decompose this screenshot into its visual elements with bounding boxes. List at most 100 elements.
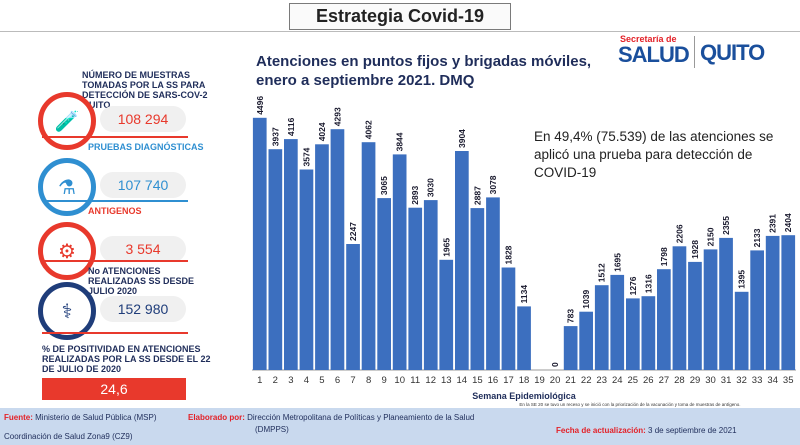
- data-label: 1395: [737, 270, 747, 289]
- data-label: 3904: [457, 129, 467, 148]
- bar-week-22: [579, 311, 593, 370]
- salud-quito-logo: Secretaría de SALUD QUITO: [612, 32, 772, 72]
- data-label: 4024: [317, 122, 327, 141]
- data-label: 4293: [333, 107, 343, 126]
- data-label: 2247: [348, 222, 358, 241]
- data-label: 2133: [752, 228, 762, 247]
- logo-separator: [694, 36, 695, 68]
- x-tick-label: 14: [457, 375, 468, 386]
- doctor-patient-icon: ⚕: [38, 282, 96, 340]
- kpi-value: 3 554: [100, 236, 186, 262]
- data-label: 1039: [581, 290, 591, 309]
- data-label: 2893: [410, 186, 420, 205]
- bar-week-33: [750, 250, 764, 370]
- bar-week-31: [719, 237, 733, 370]
- data-label: 3574: [301, 147, 311, 166]
- data-label: 4116: [286, 117, 296, 136]
- x-tick-label: 20: [550, 375, 561, 386]
- bar-week-7: [346, 244, 360, 370]
- data-label: 3937: [270, 127, 280, 146]
- data-label: 2355: [721, 216, 731, 235]
- bar-week-27: [657, 269, 671, 370]
- footer-elaborado-value: Dirección Metropolitana de Políticas y P…: [247, 413, 475, 422]
- x-tick-label: 12: [425, 375, 436, 386]
- data-label: 783: [566, 309, 576, 323]
- x-tick-label: 24: [612, 375, 623, 386]
- chart-annotation: En 49,4% (75.539) de las atenciones se a…: [534, 129, 774, 180]
- footer-fuente-value: Ministerio de Salud Pública (MSP): [35, 413, 157, 422]
- bar-week-3: [284, 139, 298, 370]
- data-label: 3844: [395, 132, 405, 151]
- kpi-value: 152 980: [100, 296, 186, 322]
- x-tick-label: 30: [705, 375, 716, 386]
- bar-week-29: [688, 261, 702, 370]
- logo-salud: SALUD: [618, 42, 690, 67]
- footer-fecha-key: Fecha de actualización:: [556, 426, 646, 435]
- bar-week-28: [672, 246, 687, 370]
- data-label: 1695: [612, 253, 622, 272]
- x-tick-label: 2: [273, 375, 278, 386]
- x-tick-label: 11: [410, 375, 420, 386]
- data-label: 1965: [441, 238, 451, 257]
- positividad-value: 24,6: [42, 378, 186, 400]
- x-tick-label: 26: [643, 375, 654, 386]
- header-box: Estrategia Covid-19: [288, 2, 512, 30]
- data-label: 1928: [690, 240, 700, 259]
- bar-week-1: [252, 117, 267, 370]
- bar-week-30: [703, 249, 718, 370]
- bar-chart: 4496 1 3937 2 4116 3 3574 4 4024 5 4293 6 2247 7 4062 8…: [252, 96, 796, 407]
- x-tick-label: 25: [628, 375, 639, 386]
- page-title: Estrategia Covid-19: [315, 5, 485, 26]
- title-divider: [0, 31, 800, 32]
- data-label: 1798: [659, 247, 669, 266]
- footer-coordinacion: Coordinación de Salud Zona9 (CZ9): [4, 432, 133, 441]
- kpi-label: NÚMERO DE MUESTRAS TOMADAS POR LA SS PAR…: [82, 70, 208, 110]
- x-tick-label: 4: [304, 375, 309, 386]
- diagnostic-tubes-icon: ⚗: [38, 158, 96, 216]
- x-tick-label: 33: [752, 375, 763, 386]
- bar-week-12: [423, 200, 438, 370]
- data-label: 2150: [706, 227, 716, 246]
- bar-week-4: [299, 169, 314, 370]
- kpi-separator: [42, 136, 188, 138]
- antigen-icon: ⚙: [38, 222, 96, 280]
- footer-elaborado-key: Elaborado por:: [188, 413, 245, 422]
- x-tick-label: 13: [441, 375, 452, 386]
- bar-week-17: [501, 267, 516, 370]
- x-tick-label: 1: [257, 375, 262, 386]
- footer-fuente-key: Fuente:: [4, 413, 33, 422]
- bar-week-23: [594, 285, 609, 370]
- x-tick-label: 17: [503, 375, 514, 386]
- x-tick-label: 29: [690, 375, 701, 386]
- header: Estrategia Covid-19: [0, 0, 800, 32]
- test-tubes-icon: 🧪: [38, 92, 96, 150]
- data-label: 1276: [628, 276, 638, 295]
- data-label: 0: [550, 362, 560, 367]
- data-label: 2391: [768, 214, 778, 233]
- x-tick-label: 19: [534, 375, 545, 386]
- x-tick-label: 27: [659, 375, 670, 386]
- kpi-label: ANTIGENOS: [88, 206, 142, 216]
- data-label: 1828: [504, 245, 514, 264]
- data-label: 3078: [488, 175, 498, 194]
- bar-week-26: [641, 296, 656, 370]
- x-tick-label: 5: [319, 375, 324, 386]
- bar-week-11: [408, 207, 423, 370]
- bar-week-32: [734, 291, 749, 370]
- data-label: 2206: [674, 224, 684, 243]
- bar-week-21: [563, 326, 578, 370]
- logo-quito: QUITO: [700, 40, 765, 65]
- data-label: 4062: [364, 120, 374, 139]
- data-label: 4496: [255, 96, 265, 115]
- data-label: 3030: [426, 178, 436, 197]
- x-tick-label: 32: [736, 375, 747, 386]
- footer-elaborado-2: (DMPPS): [255, 425, 289, 434]
- footer-elaborado: Elaborado por: Dirección Metropolitana d…: [188, 413, 474, 422]
- data-label: 3065: [379, 176, 389, 195]
- data-label: 2887: [472, 186, 482, 205]
- x-tick-label: 21: [565, 375, 576, 386]
- x-tick-label: 22: [581, 375, 592, 386]
- bar-week-18: [517, 306, 531, 370]
- bar-week-24: [610, 274, 625, 370]
